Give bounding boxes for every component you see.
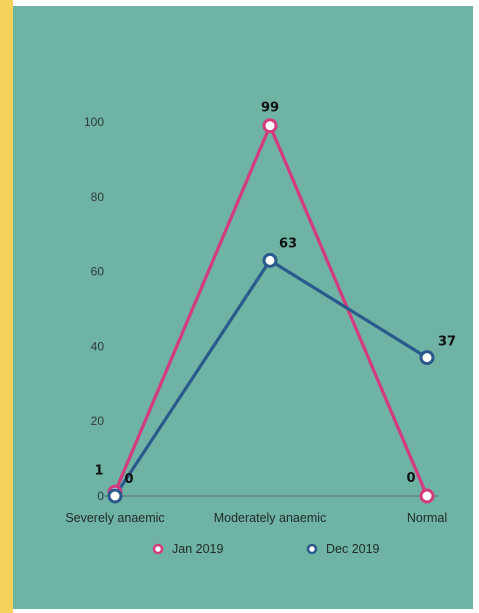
series-point [419,350,435,366]
series-point [419,488,435,504]
data-label: 99 [261,101,279,116]
legend: Jan 2019 Dec 2019 [152,542,380,556]
chart-panel [13,6,473,609]
data-label: 0 [124,472,133,487]
series-point [262,252,278,268]
series-point [262,118,278,134]
legend-label: Dec 2019 [326,542,380,556]
x-tick-label: Severely anaemic [65,511,164,525]
y-tick-label: 20 [91,414,105,428]
legend-label: Jan 2019 [172,542,223,556]
series-line [113,124,429,497]
x-tick-label: Normal [407,511,447,525]
data-label: 63 [279,236,297,251]
x-tick-label: Moderately anaemic [214,511,327,525]
y-tick-label: 60 [91,265,105,279]
data-label: 0 [406,471,415,486]
legend-marker [152,543,164,555]
accent-bar [0,0,13,613]
y-tick-label: 0 [97,489,104,503]
y-tick-label: 40 [91,339,105,353]
label-layer: 1 99 0 0 63 37 [94,101,456,487]
y-tick-label: 100 [84,115,104,129]
series-layer [107,118,435,504]
data-label: 1 [94,463,103,478]
y-tick-label: 80 [91,190,105,204]
legend-marker [306,543,318,555]
series-point [107,488,123,504]
data-label: 37 [438,335,456,350]
